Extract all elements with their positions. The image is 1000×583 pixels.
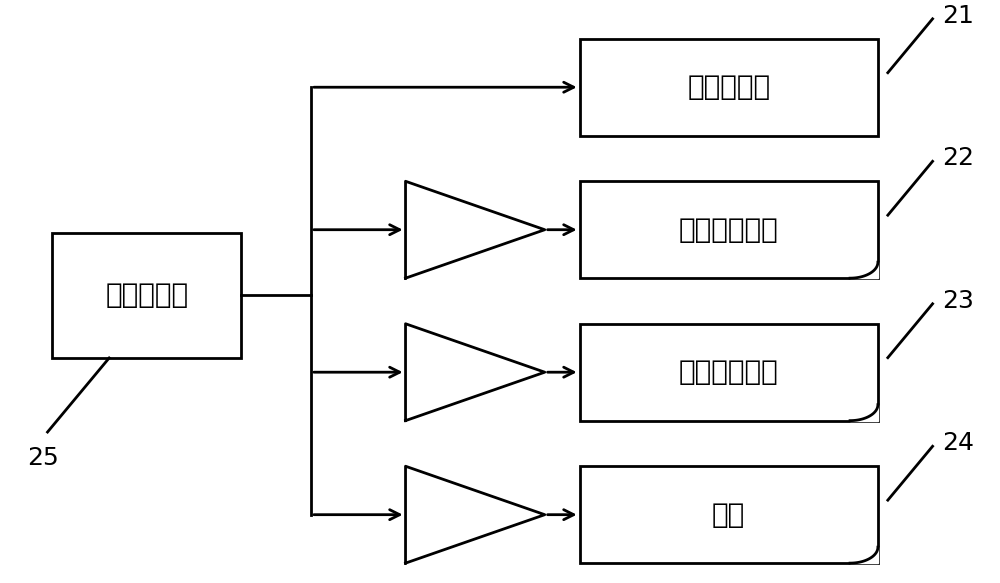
Text: 22: 22 [943, 146, 975, 170]
Polygon shape [850, 547, 878, 563]
Bar [580, 39, 878, 136]
Text: 21: 21 [943, 4, 974, 28]
Text: 24: 24 [943, 431, 975, 455]
Text: 25: 25 [27, 447, 58, 470]
Text: 加料机械臂: 加料机械臂 [687, 73, 770, 101]
Text: 加料升降装置: 加料升降装置 [679, 216, 779, 244]
Bar [580, 466, 878, 563]
Polygon shape [850, 405, 878, 421]
Text: 水平振动装置: 水平振动装置 [679, 358, 779, 386]
Bar [580, 324, 878, 421]
Bar [580, 181, 878, 278]
Bar [52, 233, 241, 358]
Text: 喷嘴: 喷嘴 [712, 501, 745, 529]
Text: 23: 23 [943, 289, 974, 313]
Polygon shape [850, 262, 878, 278]
Text: 加料传感器: 加料传感器 [105, 281, 189, 309]
